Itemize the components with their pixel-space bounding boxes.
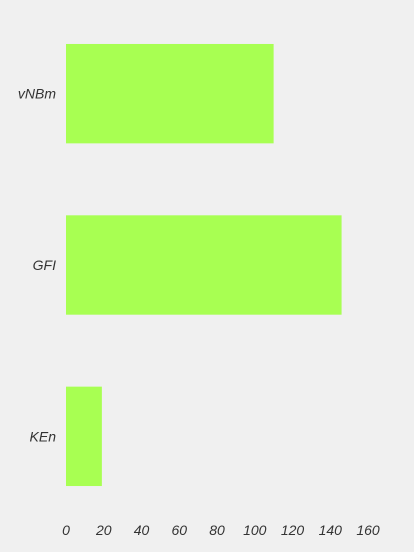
bar-gfi xyxy=(66,215,342,315)
category-label-vnbm: vNBm xyxy=(18,86,56,102)
bars-group xyxy=(66,43,342,487)
x-tick-label-140: 140 xyxy=(319,522,343,538)
x-tick-label-0: 0 xyxy=(62,522,70,538)
x-tick-label-120: 120 xyxy=(281,522,305,538)
x-tick-labels-group: 0 20 40 60 80 100 120 140 160 xyxy=(62,522,380,538)
category-labels-group: vNBm GFI KEn xyxy=(18,86,56,445)
category-label-gfi: GFI xyxy=(33,257,56,273)
x-tick-label-100: 100 xyxy=(243,522,267,538)
category-label-ken: KEn xyxy=(30,428,57,444)
bar-ken xyxy=(66,386,102,487)
x-tick-label-160: 160 xyxy=(356,522,380,538)
x-tick-label-80: 80 xyxy=(209,522,225,538)
x-tick-label-20: 20 xyxy=(95,522,112,538)
x-tick-label-40: 40 xyxy=(134,522,150,538)
bar-vnbm xyxy=(66,43,274,144)
x-tick-label-60: 60 xyxy=(171,522,187,538)
